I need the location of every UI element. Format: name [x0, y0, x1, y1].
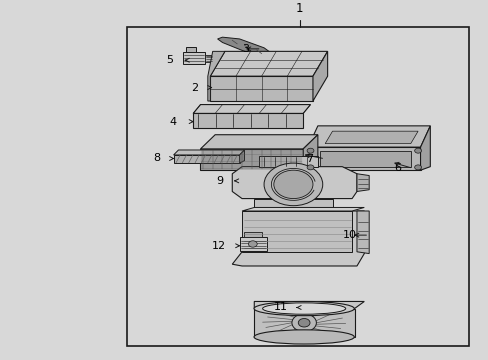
- Polygon shape: [307, 126, 429, 147]
- Polygon shape: [193, 104, 310, 113]
- Circle shape: [414, 165, 421, 170]
- Polygon shape: [254, 301, 364, 309]
- Text: 9: 9: [216, 176, 223, 186]
- Text: 12: 12: [211, 241, 225, 251]
- Polygon shape: [320, 151, 410, 167]
- Polygon shape: [200, 135, 317, 149]
- Polygon shape: [259, 156, 317, 167]
- Ellipse shape: [254, 301, 353, 316]
- Polygon shape: [185, 47, 195, 53]
- Polygon shape: [356, 174, 368, 192]
- Polygon shape: [205, 55, 212, 62]
- Polygon shape: [420, 126, 429, 170]
- Circle shape: [306, 148, 313, 153]
- Ellipse shape: [262, 303, 345, 314]
- Polygon shape: [200, 149, 303, 170]
- Polygon shape: [242, 207, 364, 211]
- Text: 3: 3: [242, 44, 249, 54]
- Polygon shape: [210, 76, 312, 101]
- Circle shape: [273, 170, 312, 199]
- Polygon shape: [239, 150, 244, 163]
- Polygon shape: [254, 199, 332, 211]
- Polygon shape: [183, 53, 205, 64]
- Polygon shape: [254, 309, 354, 337]
- Polygon shape: [239, 237, 266, 251]
- Bar: [127, 27, 468, 346]
- Circle shape: [264, 163, 322, 206]
- Text: 6: 6: [393, 163, 400, 174]
- Polygon shape: [210, 51, 327, 76]
- Circle shape: [306, 165, 313, 170]
- Polygon shape: [193, 113, 303, 128]
- Polygon shape: [207, 51, 224, 101]
- Text: 1: 1: [295, 2, 303, 15]
- Polygon shape: [217, 37, 271, 57]
- Circle shape: [298, 319, 309, 327]
- Text: 10: 10: [342, 230, 356, 240]
- Polygon shape: [303, 135, 317, 170]
- Circle shape: [291, 314, 316, 332]
- Polygon shape: [312, 51, 327, 101]
- Polygon shape: [173, 155, 239, 163]
- Text: 7: 7: [305, 154, 312, 164]
- Text: 8: 8: [153, 153, 160, 163]
- Polygon shape: [325, 131, 417, 144]
- Polygon shape: [232, 167, 356, 199]
- Polygon shape: [244, 232, 261, 237]
- Circle shape: [414, 148, 421, 153]
- Polygon shape: [173, 150, 244, 155]
- Polygon shape: [232, 211, 364, 266]
- Ellipse shape: [254, 330, 353, 344]
- Circle shape: [248, 241, 257, 247]
- Text: 2: 2: [190, 82, 198, 93]
- Text: 11: 11: [273, 302, 287, 312]
- Polygon shape: [242, 211, 351, 252]
- Text: 4: 4: [169, 117, 177, 127]
- Text: 5: 5: [166, 55, 173, 65]
- Polygon shape: [356, 211, 368, 253]
- Polygon shape: [307, 147, 420, 170]
